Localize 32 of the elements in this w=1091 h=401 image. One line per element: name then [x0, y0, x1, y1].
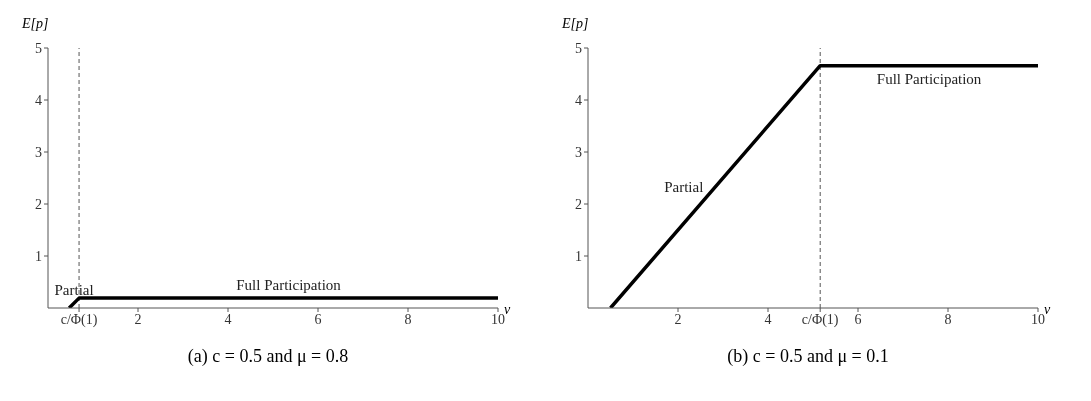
text: (b) c = 0.5 and μ = 0.1 [726, 346, 890, 367]
y-tick-label: 3 [575, 144, 582, 160]
x-tick-label: 4 [764, 311, 772, 327]
x-tick-label: 2 [674, 311, 682, 327]
x-tick-label: 2 [134, 311, 142, 327]
y-tick-label: 3 [35, 144, 42, 160]
x-tick-label: 6 [314, 311, 322, 327]
x-tick-label: 10 [1031, 311, 1045, 327]
y-tick-label: 4 [575, 92, 582, 108]
y-tick-label: 5 [575, 40, 582, 56]
annotation: Partial [664, 179, 704, 196]
x-tick-label: 4 [224, 311, 232, 327]
y-axis-title: E[p] [22, 16, 49, 32]
y-tick-label: 2 [575, 196, 582, 212]
x-axis-title: v [504, 302, 511, 317]
text: (a) c = 0.5 and μ = 0.8 [186, 346, 350, 367]
annotation: Full Participation [876, 71, 982, 88]
x-tick-label: c/Φ(1) [60, 311, 98, 328]
annotation: Partial [54, 282, 94, 299]
annotation: Full Participation [236, 277, 342, 294]
x-axis-title: v [1044, 302, 1051, 317]
y-tick-label: 1 [575, 248, 582, 264]
x-tick-label: 6 [854, 311, 862, 327]
y-tick-label: 2 [35, 196, 42, 212]
y-tick-label: 4 [35, 92, 42, 108]
y-axis-title: E[p] [562, 16, 589, 32]
y-tick-label: 5 [35, 40, 42, 56]
x-tick-label: c/Φ(1) [801, 311, 839, 328]
y-tick-label: 1 [35, 248, 42, 264]
x-tick-label: 8 [404, 311, 412, 327]
x-tick-label: 10 [491, 311, 505, 327]
x-tick-label: 8 [944, 311, 952, 327]
